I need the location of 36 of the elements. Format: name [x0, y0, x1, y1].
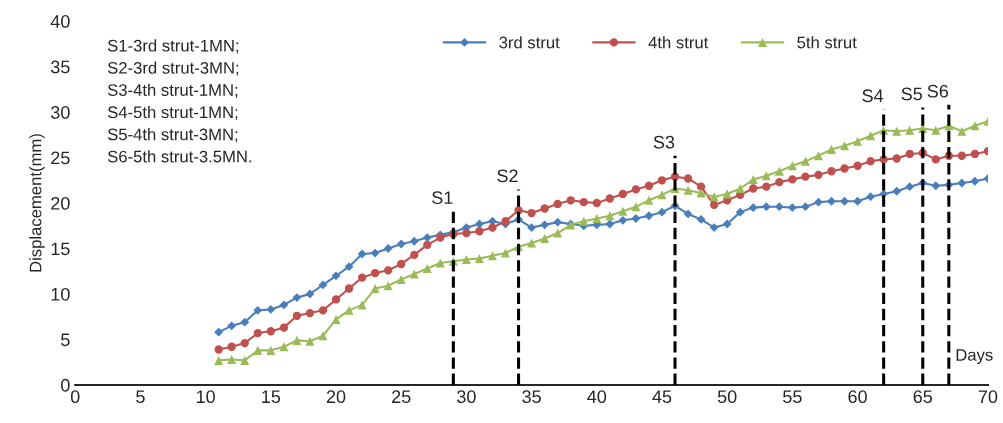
y-tick-label: 10	[51, 287, 70, 301]
y-tick-label: 15	[51, 242, 70, 256]
y-tick-label: 25	[51, 151, 70, 165]
y-axis-title: Displacement(mm)	[29, 134, 45, 272]
x-tick-label: 25	[392, 390, 411, 404]
legend-label: 3rd strut	[499, 36, 560, 49]
ref-line-label: S6	[927, 84, 949, 98]
annotation: S1-3rd strut-1MN; S2-3rd strut-3MN; S3-4th strut-1MN; S4-5th strut-1MN; S5-4th strut-3MN; S6-5th strut-3.5MN.	[107, 39, 252, 163]
x-tick-label: 5	[136, 390, 145, 404]
y-tick-label: 0	[61, 378, 70, 392]
y-tick-label: 30	[50, 106, 70, 119]
y-tick-label: 5	[61, 333, 70, 347]
x-tick-label: 35	[522, 390, 541, 404]
x-tick-label: 60	[848, 390, 867, 404]
ref-line-label: S1	[432, 191, 453, 205]
x-tick-label: 40	[587, 390, 607, 404]
x-tick-label: 55	[783, 390, 802, 404]
y-tick-label: 40	[50, 15, 70, 28]
legend-label: 4th strut	[648, 36, 709, 49]
x-tick-label: 15	[262, 390, 281, 404]
x-tick-label: 65	[913, 390, 933, 404]
x-tick-label: 45	[652, 390, 672, 404]
x-tick-label: 50	[717, 390, 737, 404]
ref-line-label: S3	[653, 135, 675, 149]
x-axis-title: Days	[956, 349, 993, 365]
ref-line-label: S4	[862, 89, 884, 103]
legend-label: 5th strut	[797, 36, 857, 49]
x-tick-label: 30	[457, 390, 476, 404]
x-tick-label: 20	[326, 390, 346, 404]
x-tick-label: 10	[196, 390, 215, 404]
y-tick-label: 20	[51, 196, 70, 210]
x-tick-label: 70	[978, 390, 998, 404]
x-tick-label: 0	[70, 390, 80, 404]
y-tick-label: 35	[50, 60, 70, 74]
ref-line-label: S5	[901, 87, 922, 101]
ref-line-label: S2	[497, 169, 518, 183]
